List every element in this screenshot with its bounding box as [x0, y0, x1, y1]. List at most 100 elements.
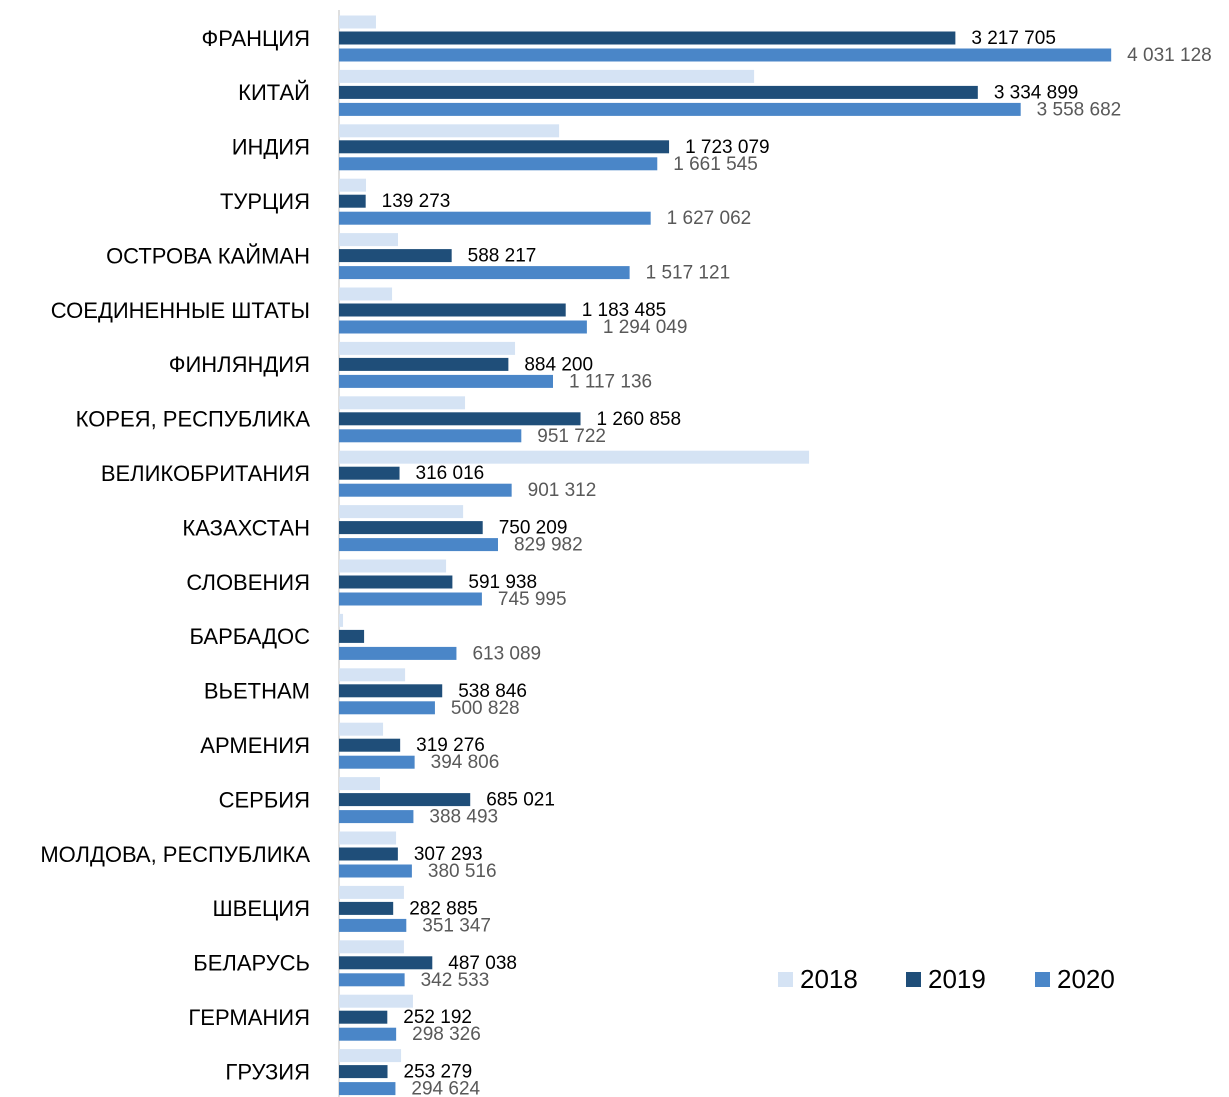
category-label: ФИНЛЯНДИЯ	[169, 352, 310, 377]
category-label: КАЗАХСТАН	[182, 515, 310, 540]
bar	[339, 901, 394, 915]
data-label: 1 661 545	[673, 154, 758, 175]
data-label: 316 016	[416, 463, 485, 484]
bar	[339, 847, 398, 861]
bar	[339, 521, 483, 535]
data-label: 294 624	[411, 1079, 480, 1097]
data-label: 351 347	[422, 915, 491, 936]
legend-swatch	[778, 972, 793, 987]
category-label: ИНДИЯ	[232, 135, 310, 160]
bar	[339, 918, 407, 932]
bar	[339, 1049, 402, 1063]
category-label: СЛОВЕНИЯ	[186, 570, 310, 595]
category-label: ГЕРМАНИЯ	[188, 1005, 310, 1030]
category-label: КОРЕЯ, РЕСПУБЛИКА	[76, 407, 311, 432]
data-label: 388 493	[429, 807, 498, 828]
bar	[339, 613, 344, 627]
bar	[339, 505, 464, 519]
bar	[339, 831, 397, 845]
category-label: ВЬЕТНАМ	[204, 679, 310, 704]
bar	[339, 374, 553, 388]
category-label: АРМЕНИЯ	[200, 733, 310, 758]
bar	[339, 940, 404, 954]
bar	[339, 266, 630, 280]
bar	[339, 140, 670, 154]
bar	[339, 412, 581, 426]
data-label: 613 089	[472, 643, 541, 664]
bar	[339, 303, 566, 317]
data-label: 342 533	[421, 970, 490, 991]
data-label: 588 217	[468, 246, 537, 267]
bar	[339, 1010, 388, 1024]
data-label: 394 806	[431, 752, 500, 773]
bar	[339, 994, 413, 1008]
data-label: 901 312	[528, 480, 597, 501]
data-label: 1 723 079	[685, 137, 770, 158]
data-label: 1 260 858	[597, 409, 682, 430]
bar	[339, 973, 405, 987]
data-label: 253 279	[404, 1062, 473, 1083]
legend-label: 2020	[1057, 964, 1115, 994]
data-label: 4 031 128	[1127, 45, 1212, 66]
bar	[339, 194, 366, 208]
data-label: 487 038	[448, 953, 517, 974]
bar	[339, 102, 1021, 116]
data-label: 745 995	[498, 589, 567, 610]
bar	[339, 810, 414, 824]
bar	[339, 157, 658, 171]
data-label: 3 558 682	[1037, 99, 1122, 120]
bar	[339, 646, 457, 660]
bar	[339, 538, 498, 552]
bar	[339, 249, 452, 263]
category-label: БАРБАДОС	[189, 624, 310, 649]
bar	[339, 738, 401, 752]
category-label: БЕЛАРУСЬ	[193, 951, 310, 976]
bar	[339, 559, 447, 573]
data-label: 829 982	[514, 535, 583, 556]
data-label: 252 192	[403, 1007, 472, 1028]
bar	[339, 777, 380, 791]
data-label: 3 334 899	[994, 82, 1079, 103]
bar	[339, 429, 522, 443]
data-label: 139 273	[382, 191, 451, 212]
data-label: 282 885	[409, 898, 478, 919]
bar	[339, 396, 466, 410]
bar	[339, 483, 512, 497]
bar	[339, 85, 978, 99]
bar	[339, 69, 755, 83]
bar	[339, 885, 404, 899]
bar	[339, 233, 398, 247]
data-label: 591 938	[468, 572, 537, 593]
bar	[339, 450, 810, 464]
data-label: 538 846	[458, 681, 527, 702]
category-label: СЕРБИЯ	[219, 787, 310, 812]
legend-swatch	[1035, 972, 1050, 987]
bar	[339, 1065, 388, 1079]
category-label: МОЛДОВА, РЕСПУБЛИКА	[40, 842, 310, 867]
data-label: 1 627 062	[667, 208, 752, 229]
bar	[339, 684, 443, 698]
category-label: КИТАЙ	[238, 80, 310, 105]
legend-label: 2019	[928, 964, 986, 994]
bar	[339, 793, 471, 807]
legend-swatch	[906, 972, 921, 987]
bar	[339, 357, 509, 371]
bar	[339, 48, 1112, 62]
bar	[339, 668, 406, 682]
data-label: 319 276	[416, 735, 485, 756]
category-label: ВЕЛИКОБРИТАНИЯ	[101, 461, 310, 486]
bar	[339, 124, 560, 138]
bar	[339, 31, 956, 45]
bar	[339, 1082, 396, 1096]
category-label: ОСТРОВА КАЙМАН	[106, 243, 310, 268]
bar	[339, 592, 482, 606]
bar	[339, 178, 367, 192]
data-label: 298 326	[412, 1024, 481, 1045]
bar	[339, 15, 376, 29]
data-label: 884 200	[524, 354, 593, 375]
data-label: 3 217 705	[971, 28, 1056, 49]
data-label: 951 722	[537, 426, 606, 447]
category-label: ТУРЦИЯ	[220, 189, 310, 214]
bar	[339, 722, 384, 736]
